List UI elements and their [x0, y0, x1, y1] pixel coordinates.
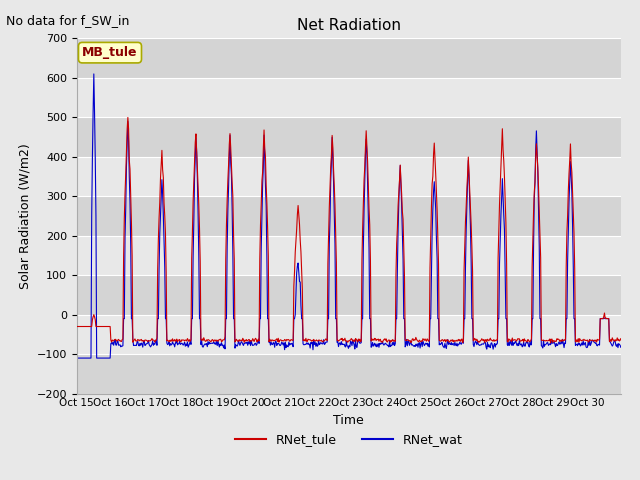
RNet_wat	[237, 339, 245, 345]
RNet_tule	[436, 337, 444, 343]
RNet_wat	[285, 339, 292, 345]
Bar	[77, 78, 621, 117]
Line: RNet_tule: RNet_tule	[77, 118, 621, 343]
RNet_wat	[264, 316, 272, 322]
RNet_tule	[406, 338, 413, 344]
RNet_wat	[73, 355, 81, 361]
RNet_tule	[138, 336, 145, 342]
X-axis label: Time: Time	[333, 414, 364, 427]
Bar	[77, 157, 621, 196]
RNet_tule	[617, 336, 625, 342]
Bar	[77, 38, 621, 78]
Title: Net Radiation: Net Radiation	[297, 18, 401, 33]
RNet_tule	[124, 115, 132, 120]
Y-axis label: Solar Radiation (W/m2): Solar Radiation (W/m2)	[18, 143, 31, 289]
Bar	[77, 354, 621, 394]
Line: RNet_wat: RNet_wat	[77, 74, 621, 358]
Bar	[77, 236, 621, 275]
RNet_wat	[406, 342, 413, 348]
Bar	[77, 196, 621, 236]
RNet_tule	[264, 253, 272, 259]
RNet_wat	[90, 71, 98, 77]
Text: MB_tule: MB_tule	[82, 46, 138, 59]
Legend: RNet_tule, RNet_wat: RNet_tule, RNet_wat	[230, 428, 468, 451]
RNet_wat	[138, 340, 145, 346]
RNet_tule	[285, 337, 292, 343]
RNet_wat	[436, 341, 444, 347]
Bar	[77, 275, 621, 315]
Text: No data for f_SW_in: No data for f_SW_in	[6, 14, 130, 27]
Bar	[77, 315, 621, 354]
RNet_wat	[617, 345, 625, 350]
RNet_tule	[237, 337, 245, 343]
Bar	[77, 117, 621, 157]
RNet_tule	[73, 324, 81, 329]
RNet_tule	[547, 340, 554, 346]
